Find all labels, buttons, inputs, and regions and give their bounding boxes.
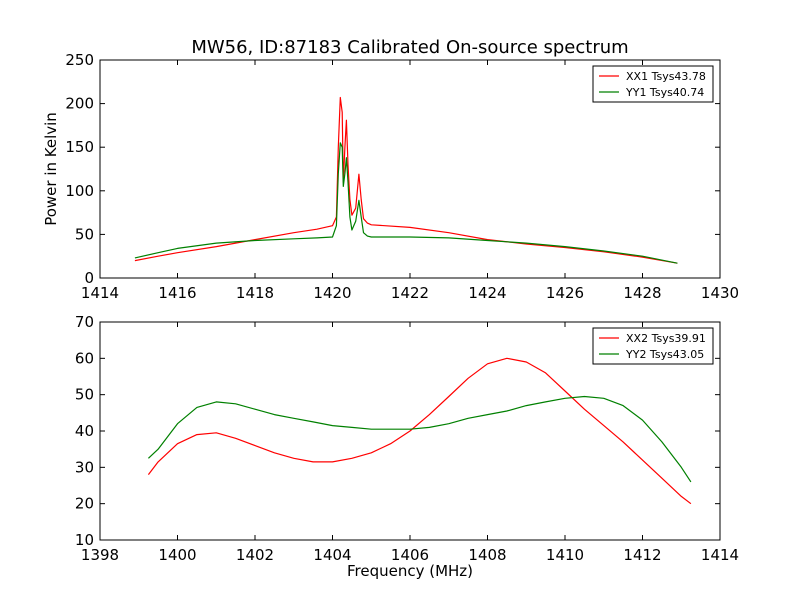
x-tick-label: 1408 <box>468 546 506 564</box>
x-tick-label: 1406 <box>391 546 429 564</box>
x-tick-label: 1428 <box>623 284 661 302</box>
series-line-yy <box>147 395 692 483</box>
plot-area-top <box>134 96 678 264</box>
top-spectrum-chart: MW56, ID:87183 Calibrated On-source spec… <box>42 37 739 302</box>
legend-label: YY2 Tsys43.05 <box>625 348 704 361</box>
legend-bottom: XX2 Tsys39.91 YY2 Tsys43.05 <box>592 327 714 365</box>
y-tick-label: 150 <box>65 138 94 156</box>
y-tick-label: 30 <box>75 458 94 476</box>
x-tick-label: 1400 <box>158 546 196 564</box>
y-tick-label: 70 <box>75 313 94 331</box>
y-tick-label: 50 <box>75 225 94 243</box>
ticks-bottom: 1398 1400 1402 1404 1406 1408 1410 1412 1414 10 20… <box>75 313 739 564</box>
legend-label: XX1 Tsys43.78 <box>626 70 706 83</box>
y-tick-label: 0 <box>84 269 94 287</box>
y-tick-label: 100 <box>65 182 94 200</box>
y-axis-label: Power in Kelvin <box>42 112 60 226</box>
legend-label: XX2 Tsys39.91 <box>626 332 706 345</box>
y-tick-label: 10 <box>75 531 94 549</box>
y-tick-label: 250 <box>65 51 94 69</box>
legend-box <box>592 65 714 103</box>
x-tick-label: 1422 <box>391 284 429 302</box>
axes-frame-bottom <box>99 321 721 541</box>
y-tick-label: 50 <box>75 386 94 404</box>
y-tick-label: 20 <box>75 495 94 513</box>
x-tick-label: 1398 <box>81 546 119 564</box>
plot-area-bottom <box>147 357 692 505</box>
series-line-xx <box>147 357 692 505</box>
legend-box <box>592 327 714 365</box>
bottom-spectrum-chart: Frequency (MHz) 1398 1400 1402 1404 1406 1408… <box>75 313 739 580</box>
x-axis-label: Frequency (MHz) <box>347 562 473 580</box>
x-tick-label: 1402 <box>236 546 274 564</box>
x-tick-label: 1414 <box>81 284 119 302</box>
chart-title: MW56, ID:87183 Calibrated On-source spec… <box>191 37 628 58</box>
x-tick-label: 1414 <box>701 546 739 564</box>
x-tick-label: 1404 <box>313 546 351 564</box>
x-tick-label: 1430 <box>701 284 739 302</box>
x-tick-label: 1410 <box>546 546 584 564</box>
series-line-xx <box>134 96 678 264</box>
x-tick-label: 1424 <box>468 284 506 302</box>
x-tick-label: 1416 <box>158 284 196 302</box>
axes-frame-top <box>99 59 721 279</box>
y-tick-label: 60 <box>75 349 94 367</box>
y-tick-label: 200 <box>65 95 94 113</box>
legend-label: YY1 Tsys40.74 <box>625 86 704 99</box>
series-line-yy <box>134 142 678 264</box>
x-tick-label: 1412 <box>623 546 661 564</box>
x-tick-label: 1418 <box>236 284 274 302</box>
x-tick-label: 1426 <box>546 284 584 302</box>
legend-top: XX1 Tsys43.78 YY1 Tsys40.74 <box>592 65 714 103</box>
x-tick-label: 1420 <box>313 284 351 302</box>
y-tick-label: 40 <box>75 422 94 440</box>
ticks-top: 1414 1416 1418 1420 1422 1424 1426 1428 1430 0 50 1… <box>65 51 739 302</box>
